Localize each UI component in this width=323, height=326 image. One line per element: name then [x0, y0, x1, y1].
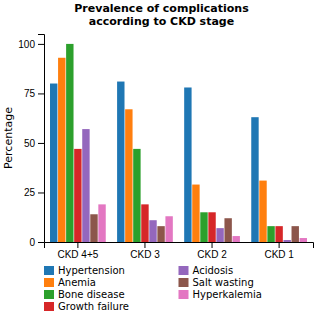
bar [259, 181, 266, 242]
bar [66, 44, 73, 242]
y-axis-title: Percentage [2, 107, 15, 169]
tick-mark [77, 242, 78, 248]
title-line: according to CKD stage [89, 15, 234, 28]
bar [82, 129, 89, 242]
legend-item: Hypertension [44, 265, 125, 276]
bar [216, 228, 223, 242]
legend-label: Growth failure [58, 301, 129, 312]
bar [267, 226, 274, 242]
tick-label: CKD 4+5 [57, 249, 98, 260]
bar [117, 82, 124, 242]
tick-mark [38, 143, 44, 144]
plot: 0 25 50 75 100 CKD 4+5 CKD 3 CKD 2 CKD 1 [18, 35, 313, 261]
bar [141, 204, 148, 242]
tick-mark [212, 242, 213, 248]
bar [74, 149, 81, 242]
legend-swatch [179, 266, 189, 275]
legend-swatch [44, 290, 54, 299]
tick-label: CKD 3 [130, 249, 160, 260]
tick-label: 25 [24, 187, 36, 198]
bar [184, 87, 191, 242]
series [90, 214, 299, 242]
bar [50, 84, 57, 242]
tick: 50 [24, 138, 44, 149]
legend-swatch [44, 266, 54, 275]
tick: 25 [24, 187, 44, 198]
bar [149, 220, 156, 242]
bar [157, 226, 164, 242]
bar [300, 238, 307, 242]
legend-item: Salt wasting [179, 277, 254, 288]
tick: 75 [24, 88, 44, 99]
tick-label: 50 [24, 138, 36, 149]
tick: 0 [29, 237, 44, 248]
legend: HypertensionAnemiaBone diseaseGrowth fai… [44, 265, 262, 312]
legend-label: Salt wasting [193, 277, 254, 288]
y-axis: 0 25 50 75 100 [18, 35, 44, 248]
title-line: Prevalence of complications [74, 2, 249, 15]
legend-item: Anemia [44, 277, 96, 288]
series [98, 204, 307, 242]
bar [98, 204, 105, 242]
legend-swatch [179, 290, 189, 299]
tick-label: CKD 1 [264, 249, 294, 260]
tick-label: 100 [18, 39, 35, 50]
tick: 100 [18, 39, 44, 50]
bar [283, 240, 290, 242]
bars [50, 44, 307, 242]
axis-line [45, 243, 314, 249]
legend-label: Hyperkalemia [193, 289, 262, 300]
bar [192, 185, 199, 242]
bar [165, 216, 172, 242]
bar [125, 109, 132, 242]
series [82, 129, 291, 242]
bar [200, 212, 207, 242]
bar [292, 226, 299, 242]
tick: CKD 1 [264, 242, 294, 260]
title: Prevalence of complicationsaccording to … [74, 2, 249, 28]
tick: CKD 4+5 [57, 242, 98, 260]
series [50, 82, 259, 242]
legend-item: Growth failure [44, 301, 129, 312]
legend-label: Anemia [58, 277, 96, 288]
tick-label: 0 [29, 237, 35, 248]
tick-mark [38, 44, 44, 45]
legend-label: Bone disease [58, 289, 125, 300]
tick-mark [144, 242, 145, 248]
series [74, 149, 283, 242]
bar [224, 218, 231, 242]
axis-line [38, 35, 45, 243]
legend-item: Hyperkalemia [179, 289, 262, 300]
series [58, 58, 267, 242]
tick-mark [38, 192, 44, 193]
tick-mark [279, 242, 280, 248]
tick: CKD 3 [130, 242, 160, 260]
legend-item: Acidosis [179, 265, 234, 276]
tick-label: 75 [24, 88, 36, 99]
tick-mark [38, 93, 44, 94]
legend-label: Acidosis [193, 265, 234, 276]
bar [232, 236, 239, 242]
legend-label: Hypertension [58, 265, 125, 276]
x-axis: CKD 4+5 CKD 3 CKD 2 CKD 1 [45, 242, 314, 260]
tick-label: CKD 2 [197, 249, 227, 260]
tick-mark [38, 242, 44, 243]
bar [208, 212, 215, 242]
bar [58, 58, 65, 242]
bar [133, 149, 140, 242]
legend-item: Bone disease [44, 289, 125, 300]
bar [90, 214, 97, 242]
series [66, 44, 275, 242]
legend-swatch [179, 278, 189, 287]
bar [251, 117, 258, 242]
legend-swatch [44, 302, 54, 311]
tick: CKD 2 [197, 242, 227, 260]
legend-swatch [44, 278, 54, 287]
bar [275, 226, 282, 242]
chart: Prevalence of complicationsaccording to … [0, 0, 323, 326]
